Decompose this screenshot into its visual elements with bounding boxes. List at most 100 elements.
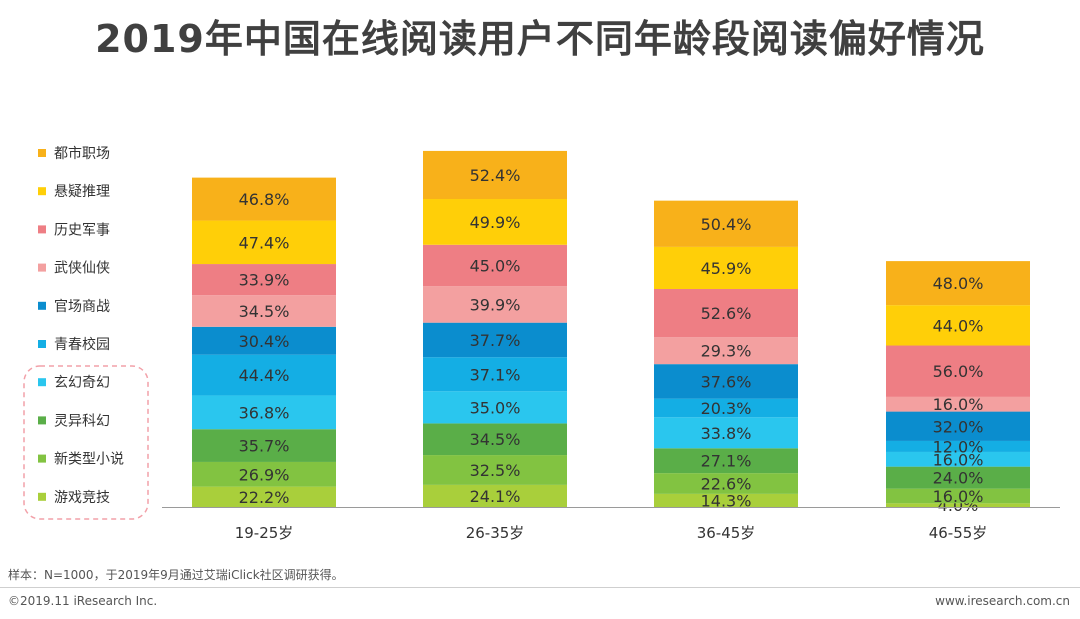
data-label: 14.3% — [701, 491, 752, 510]
bar-segment — [654, 200, 798, 247]
data-label: 32.5% — [470, 461, 521, 480]
bar-segment — [423, 423, 567, 456]
data-label: 16.0% — [933, 450, 984, 469]
x-tick-label: 19-25岁 — [235, 524, 294, 542]
legend-label: 官场商战 — [54, 299, 110, 315]
data-label: 44.0% — [933, 316, 984, 335]
legend-swatch — [38, 492, 46, 501]
data-label: 16.0% — [933, 487, 984, 506]
stacked-bar-chart: 都市职场悬疑推理历史军事武侠仙侠官场商战青春校园玄幻奇幻灵异科幻新类型小说游戏竞… — [23, 145, 1060, 542]
bar-segment — [192, 429, 336, 462]
bar-segment — [423, 391, 567, 424]
data-label: 22.6% — [701, 475, 752, 494]
bar-segment — [886, 488, 1030, 504]
data-label: 34.5% — [470, 430, 521, 449]
website-link[interactable]: www.iresearch.com.cn — [935, 594, 1070, 608]
bar-segment — [192, 220, 336, 265]
legend-swatch — [38, 187, 46, 196]
bar-segment — [192, 486, 336, 507]
bar-segment — [423, 244, 567, 287]
legend-swatch — [38, 454, 46, 463]
legend-swatch — [38, 263, 46, 272]
data-label: 24.1% — [470, 487, 521, 506]
data-label: 26.9% — [239, 465, 290, 484]
legend-swatch — [38, 149, 46, 157]
bar-segment — [423, 357, 567, 392]
legend-swatch — [38, 301, 46, 310]
data-label: 52.4% — [470, 166, 521, 185]
bars-area: 22.2% 26.9% 35.7% 36.8% 44.4% 30.4% 34.5% 33.9%… — [192, 150, 1030, 515]
data-label: 35.0% — [470, 398, 521, 417]
bar-segment — [886, 305, 1030, 346]
data-label: 34.5% — [239, 302, 290, 321]
bar-segment — [654, 246, 798, 289]
bar-segment — [423, 455, 567, 485]
data-label: 37.1% — [470, 365, 521, 384]
data-label: 22.2% — [239, 488, 290, 507]
legend-label: 武侠仙侠 — [54, 261, 110, 277]
bar-segment — [886, 345, 1030, 397]
legend-label: 历史军事 — [54, 222, 110, 238]
bar-segment — [886, 440, 1030, 452]
bar-segment — [192, 177, 336, 221]
bar-segment — [423, 199, 567, 245]
bar-segment — [192, 295, 336, 327]
bar-segment — [423, 484, 567, 507]
bar-segment — [654, 493, 798, 507]
data-label: 33.9% — [239, 271, 290, 290]
bar-segment — [886, 396, 1030, 412]
bar-segment — [192, 395, 336, 430]
data-label: 45.9% — [701, 259, 752, 278]
bar-segment — [654, 364, 798, 399]
bar-segment — [886, 503, 1030, 507]
data-label: 30.4% — [239, 332, 290, 351]
bar-segment — [886, 466, 1030, 489]
legend-label: 悬疑推理 — [54, 184, 110, 200]
x-tick-label: 26-35岁 — [466, 524, 525, 542]
data-label: 47.4% — [239, 233, 290, 252]
data-label: 45.0% — [470, 256, 521, 275]
data-label: 48.0% — [933, 274, 984, 293]
data-label: 36.8% — [239, 403, 290, 422]
data-label: 39.9% — [470, 295, 521, 314]
legend-label: 青春校园 — [54, 336, 110, 353]
bar-segment — [423, 150, 567, 199]
data-label: 32.0% — [933, 417, 984, 436]
bar-segment — [654, 417, 798, 449]
legend-label: 玄幻奇幻 — [54, 374, 110, 391]
data-label: 50.4% — [701, 215, 752, 234]
legend-label: 都市职场 — [54, 145, 110, 162]
data-label: 16.0% — [933, 395, 984, 414]
bar-segment — [192, 326, 336, 355]
footer-divider — [0, 587, 1080, 588]
bar-segment — [654, 289, 798, 338]
bar-segment — [886, 451, 1030, 467]
data-label: 46.8% — [239, 190, 290, 209]
data-label: 24.0% — [933, 469, 984, 488]
data-label: 35.7% — [239, 437, 290, 456]
bar-segment — [423, 322, 567, 358]
bar-segment — [886, 411, 1030, 441]
legend-dashed-group — [23, 365, 149, 520]
copyright: ©2019.11 iResearch Inc. — [8, 594, 158, 608]
legend-label: 新类型小说 — [54, 452, 124, 468]
data-label: 37.7% — [470, 331, 521, 350]
legend: 都市职场悬疑推理历史军事武侠仙侠官场商战青春校园玄幻奇幻灵异科幻新类型小说游戏竞… — [38, 145, 124, 506]
bar-segment — [654, 337, 798, 365]
legend-label: 游戏竞技 — [54, 489, 110, 506]
x-tick-label: 46-55岁 — [929, 524, 988, 542]
data-label: 37.6% — [701, 372, 752, 391]
bar-segment — [192, 354, 336, 396]
legend-swatch — [38, 378, 46, 387]
data-label: 12.0% — [933, 437, 984, 456]
x-axis: 19-25岁 26-35岁 36-45岁 46-55岁 — [162, 507, 1060, 542]
bar-segment — [654, 398, 798, 418]
legend-swatch — [38, 340, 46, 348]
data-label: 52.6% — [701, 304, 752, 323]
x-tick-label: 36-45岁 — [697, 524, 756, 542]
data-label: 20.3% — [701, 399, 752, 418]
data-label: 33.8% — [701, 424, 752, 443]
chart-title: 2019年中国在线阅读用户不同年龄段阅读偏好情况 — [95, 17, 985, 61]
data-label: 44.4% — [239, 366, 290, 385]
bar-segment — [654, 448, 798, 474]
